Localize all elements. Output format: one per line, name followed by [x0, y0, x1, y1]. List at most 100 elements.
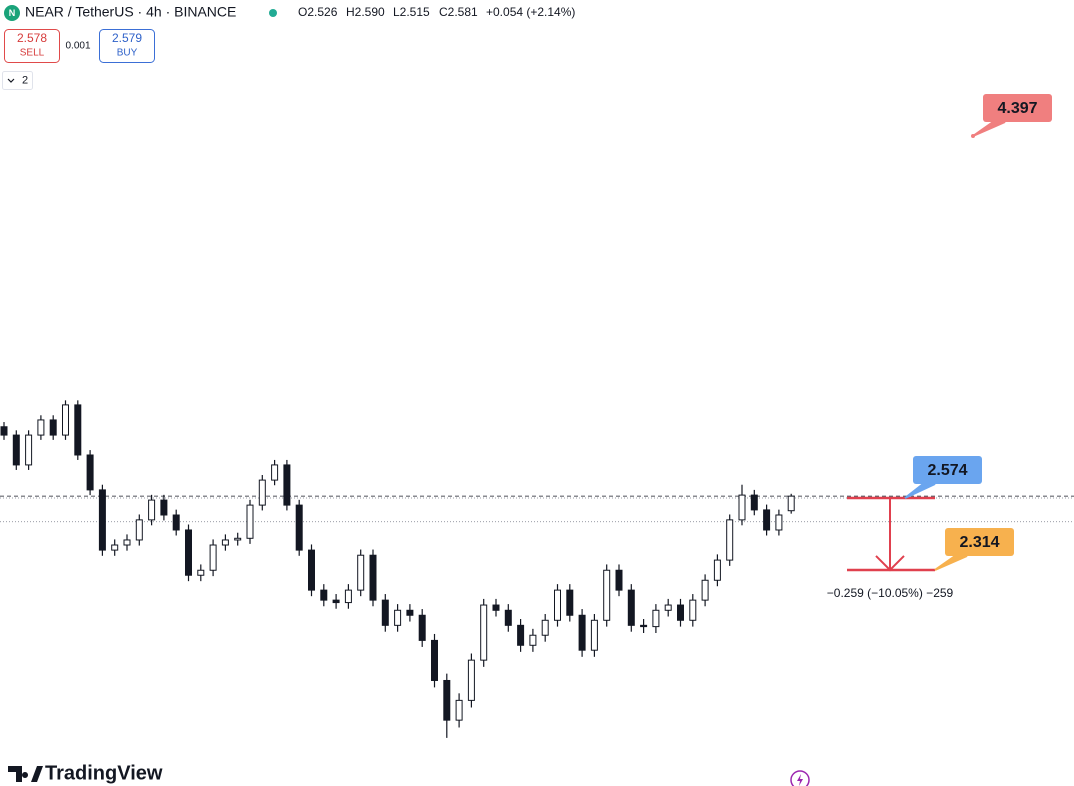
callout-pointer — [934, 554, 968, 571]
candle-body — [640, 624, 648, 628]
candle-body — [320, 589, 328, 601]
candle-body — [49, 419, 57, 436]
callout-pointer — [972, 121, 1006, 137]
candle-body — [62, 404, 69, 436]
candle-body — [455, 699, 463, 721]
measure-text: −0.259 (−10.05%) −259 — [827, 586, 954, 600]
candle-body — [234, 537, 242, 541]
candle-body — [763, 509, 771, 531]
buy-label: BUY — [117, 48, 138, 59]
candle-body — [135, 519, 143, 541]
measure-tool: −0.259 (−10.05%) −259 — [827, 586, 954, 600]
candle-body — [148, 499, 156, 521]
ohlc-high: H2.590 — [346, 5, 385, 19]
candle-body — [258, 479, 266, 506]
candle-body — [492, 604, 500, 611]
candle-body — [86, 454, 94, 491]
candle-body — [197, 569, 205, 576]
logo-glyph: N — [9, 8, 16, 18]
ohlc-open: O2.526 — [298, 5, 338, 19]
callout-label: 2.574 — [927, 462, 967, 479]
sell-price: 2.578 — [17, 31, 47, 45]
sell-button[interactable] — [4, 29, 60, 63]
candle-body — [123, 539, 131, 546]
candle-body — [664, 604, 672, 611]
candle-body — [603, 569, 611, 621]
candle-body — [652, 609, 660, 628]
brand-logo — [8, 766, 43, 782]
indicator-toggle[interactable] — [2, 71, 33, 90]
candle-body — [394, 609, 402, 626]
candle-body — [381, 599, 389, 626]
candle-body — [209, 544, 217, 571]
candle-body — [775, 514, 783, 531]
candle-body — [467, 659, 475, 701]
candle-body — [418, 614, 426, 641]
candle-body — [750, 494, 758, 511]
candle-body — [578, 614, 586, 651]
candle-body — [529, 634, 537, 646]
candle-body — [12, 434, 20, 466]
brand-name: TradingView — [45, 762, 163, 784]
market-status — [269, 9, 277, 17]
candle-body — [221, 539, 229, 546]
candle-body — [98, 489, 106, 551]
header: N NEAR / TetherUS · 4h · BINANCE O2.526 … — [4, 4, 575, 21]
chevron-icon — [7, 78, 15, 83]
brand: TradingView — [8, 762, 810, 786]
callout-label: 2.314 — [959, 534, 999, 551]
candle-body — [738, 494, 746, 521]
candle-body — [713, 559, 721, 581]
trade-buttons: 2.578 SELL 0.001 2.579 BUY 2 — [2, 29, 155, 90]
candle-body — [566, 589, 574, 616]
candle-body — [74, 404, 82, 456]
symbol-logo — [4, 5, 20, 21]
candle-body — [701, 579, 709, 601]
candle-body — [357, 554, 365, 591]
symbol-title[interactable]: NEAR / TetherUS · 4h · BINANCE — [25, 4, 236, 20]
candle-body — [0, 426, 8, 436]
spread: 0.001 — [65, 41, 90, 52]
candle-body — [541, 619, 549, 636]
ohlc-close: C2.581 — [439, 5, 478, 19]
ohlc-low: L2.515 — [393, 5, 430, 19]
ohlc-change: +0.054 (+2.14%) — [486, 5, 575, 19]
candle-body — [344, 589, 352, 604]
candle-body — [246, 504, 254, 539]
sell-label: SELL — [20, 48, 45, 59]
lightning-glyph — [797, 774, 803, 786]
candle-body — [590, 619, 598, 651]
candle-body — [517, 624, 525, 646]
candle-body — [615, 569, 623, 591]
candle-body — [677, 604, 684, 621]
buy-price: 2.579 — [112, 31, 142, 45]
indicator-count: 2 — [22, 74, 28, 86]
candle-body — [627, 589, 635, 626]
measure-arrowhead — [875, 555, 905, 572]
candle-body — [172, 514, 180, 531]
candle-body — [160, 499, 168, 516]
candle-body — [37, 419, 45, 436]
buy-button[interactable] — [99, 29, 155, 63]
candle-body — [295, 504, 303, 551]
callout-box — [983, 94, 1052, 123]
callout-box — [945, 527, 1014, 556]
candle-body — [689, 599, 697, 621]
candle-body — [25, 434, 33, 466]
candle-body — [726, 519, 734, 561]
lightning-icon[interactable] — [790, 770, 810, 786]
candle-body — [271, 464, 279, 481]
candle-body — [480, 604, 488, 661]
candle-body — [406, 609, 414, 616]
candle-body — [787, 495, 795, 512]
plot-area: 2.574 2.314 4.397 — [0, 94, 1074, 738]
callout-label: 4.397 — [997, 100, 1037, 117]
candle-body — [431, 639, 438, 681]
candle-body — [504, 609, 512, 626]
candle-body — [554, 589, 561, 621]
candle-body — [283, 464, 291, 506]
candle-body — [332, 599, 340, 604]
candle-body — [308, 549, 315, 591]
callout-box — [913, 455, 982, 484]
